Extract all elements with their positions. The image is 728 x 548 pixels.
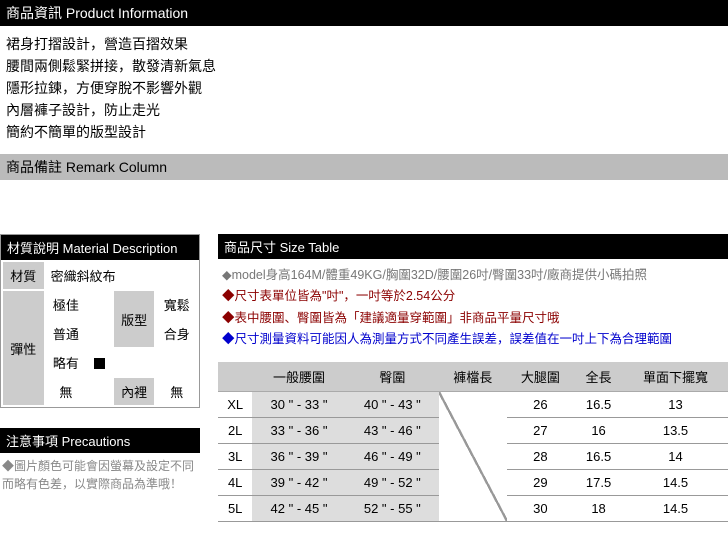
elast-normal: 普通 [46, 320, 87, 347]
remark-header: 商品備註 Remark Column [0, 154, 728, 180]
table-row: XL30 " - 33 "40 " - 43 "2616.513 [218, 392, 728, 418]
size-note-4: ◆尺寸測量資料可能因人為測量方式不同產生誤差，誤差值在一吋上下為合理範圍 [222, 329, 724, 350]
desc-line: 隱形拉鍊，方便穿脫不影響外觀 [6, 78, 722, 98]
elasticity-label: 彈性 [3, 291, 44, 405]
fit-fitted: 合身 [156, 320, 197, 347]
material-value: 密織斜紋布 [46, 262, 197, 289]
size-notes: ◆model身高164M/體重49KG/胸圍32D/腰圍26吋/臀圍33吋/廠商… [218, 259, 728, 356]
size-note-2: ◆尺寸表單位皆為"吋"，一吋等於2.54公分 [222, 286, 724, 307]
size-note-3: ◆表中腰圍、臀圍皆為「建議適量穿範圍」非商品平量尺寸哦 [222, 308, 724, 329]
desc-line: 簡約不簡單的版型設計 [6, 122, 722, 142]
size-table: 一般腰圍 臀圍 褲檔長 大腿圍 全長 單面下擺寬 XL30 " - 33 "40… [218, 362, 728, 522]
precautions-box: 注意事項 Precautions ◆圖片顏色可能會因螢幕及設定不同而略有色差，以… [0, 428, 200, 497]
fit-label: 版型 [114, 291, 155, 347]
precautions-text: ◆圖片顏色可能會因螢幕及設定不同而略有色差，以實際商品為準哦！ [0, 453, 200, 497]
lining-value: 無 [156, 378, 197, 405]
size-table-header: 商品尺寸 Size Table [218, 234, 728, 259]
material-label: 材質 [3, 262, 44, 289]
lining-label: 內裡 [114, 378, 155, 405]
desc-line: 裙身打摺設計，營造百摺效果 [6, 34, 722, 54]
elast-best: 極佳 [46, 291, 87, 318]
product-info-body: 裙身打摺設計，營造百摺效果 腰間兩側鬆緊拼接，散發清新氣息 隱形拉鍊，方便穿脫不… [0, 26, 728, 154]
desc-line: 內層褲子設計，防止走光 [6, 100, 722, 120]
elast-none: 無 [46, 378, 87, 405]
material-box: 材質說明 Material Description 材質 密織斜紋布 彈性 極佳… [0, 234, 200, 408]
size-note-1: ◆model身高164M/體重49KG/胸圍32D/腰圍26吋/臀圍33吋/廠商… [222, 265, 724, 286]
elast-some: 略有 [46, 349, 87, 376]
product-info-header: 商品資訊 Product Information [0, 0, 728, 26]
material-header: 材質說明 Material Description [1, 235, 199, 260]
precautions-header: 注意事項 Precautions [0, 428, 200, 453]
check-icon [94, 358, 105, 369]
fit-loose: 寬鬆 [156, 291, 197, 318]
size-table-head: 一般腰圍 臀圍 褲檔長 大腿圍 全長 單面下擺寬 [218, 362, 728, 392]
desc-line: 腰間兩側鬆緊拼接，散發清新氣息 [6, 56, 722, 76]
